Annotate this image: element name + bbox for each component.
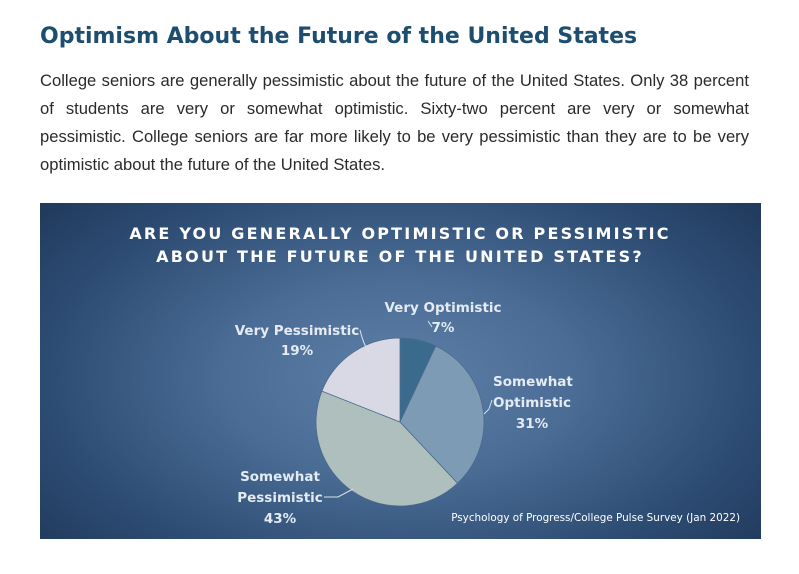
pie-slice-somewhat-pessimistic bbox=[315, 390, 459, 507]
page-title: Optimism About the Future of the United … bbox=[40, 24, 638, 49]
leader-somewhat-optimistic bbox=[483, 399, 493, 415]
label-very-pessimistic: Very Pessimistic bbox=[235, 323, 360, 339]
pie-slices bbox=[315, 337, 485, 507]
pie-slice-somewhat-optimistic bbox=[399, 345, 485, 484]
label-somewhat-optimistic-line-2: Optimistic bbox=[493, 395, 571, 411]
value-very-pessimistic: 19% bbox=[281, 343, 314, 359]
value-somewhat-optimistic: 31% bbox=[516, 416, 549, 432]
chart-title-line-1: ARE YOU GENERALLY OPTIMISTIC OR PESSIMIS… bbox=[129, 224, 670, 243]
leader-very-optimistic bbox=[427, 320, 433, 328]
value-very-optimistic: 7% bbox=[432, 320, 455, 336]
pie-chart: ARE YOU GENERALLY OPTIMISTIC OR PESSIMIS… bbox=[129, 224, 740, 527]
source-note: Psychology of Progress/College Pulse Sur… bbox=[451, 512, 740, 524]
leader-very-pessimistic bbox=[359, 329, 370, 354]
chart-title-line-2: ABOUT THE FUTURE OF THE UNITED STATES? bbox=[156, 247, 644, 266]
label-very-optimistic: Very Optimistic bbox=[384, 300, 501, 316]
label-somewhat-optimistic-line-1: Somewhat bbox=[493, 374, 573, 390]
label-somewhat-pessimistic-line-1: Somewhat bbox=[240, 469, 320, 485]
label-somewhat-pessimistic-line-2: Pessimistic bbox=[237, 490, 323, 506]
pie-slice-very-pessimistic bbox=[321, 337, 401, 423]
leader-somewhat-pessimistic bbox=[324, 488, 354, 498]
intro-paragraph: College seniors are generally pessimisti… bbox=[40, 71, 749, 174]
value-somewhat-pessimistic: 43% bbox=[264, 511, 297, 527]
chart-panel: ARE YOU GENERALLY OPTIMISTIC OR PESSIMIS… bbox=[40, 203, 761, 539]
